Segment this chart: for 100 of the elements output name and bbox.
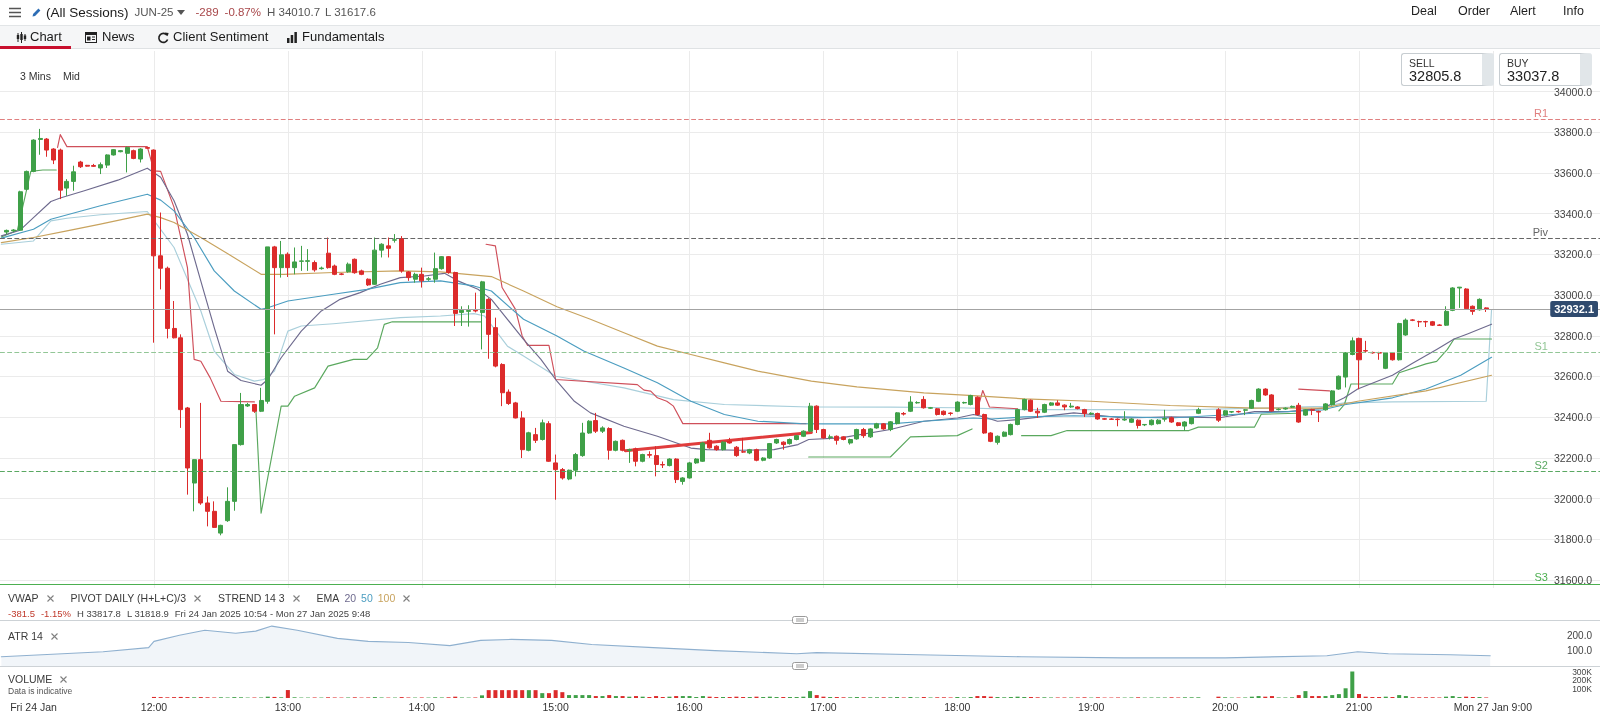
text: VOLUME <box>8 673 53 685</box>
candlestick <box>834 434 839 446</box>
candlestick <box>901 411 906 417</box>
candlestick <box>493 317 498 368</box>
chart-subtitle: JUN-25 <box>134 6 174 18</box>
candlestick <box>205 495 210 527</box>
x-tick-label: 17:00 <box>810 700 837 713</box>
candlestick <box>158 212 163 290</box>
bar <box>553 690 558 698</box>
candlestick <box>1162 409 1167 423</box>
x-tick-label: 12:00 <box>140 700 168 713</box>
candlestick <box>486 297 491 360</box>
candlestick <box>1015 408 1020 426</box>
candlestick <box>64 178 69 197</box>
x-tick-label: 13:00 <box>274 700 302 713</box>
bar <box>1343 688 1348 698</box>
candlestick <box>787 437 792 446</box>
candlestick <box>620 439 625 452</box>
candlestick <box>1069 402 1074 409</box>
candlestick <box>680 476 685 486</box>
candlestick <box>1082 408 1087 418</box>
candlestick <box>1243 408 1248 416</box>
text: -381.5 <box>8 607 35 619</box>
candlestick <box>533 427 538 444</box>
bar <box>808 691 813 698</box>
bar <box>1330 695 1335 698</box>
ref-line-label: 32932.1 <box>1554 302 1594 315</box>
candlestick <box>71 165 76 192</box>
candlestick <box>647 450 652 459</box>
candlestick <box>192 458 197 512</box>
candlestick <box>285 251 290 278</box>
y-tick-label: 34000.0 <box>1554 85 1593 98</box>
candlestick <box>1457 286 1462 309</box>
candlestick <box>198 402 203 506</box>
candlestick <box>1477 297 1482 312</box>
candlestick <box>714 444 719 452</box>
y-tick-label: 300K <box>1572 666 1593 677</box>
x-tick-label: 21:00 <box>1345 700 1373 713</box>
candlestick <box>888 420 893 432</box>
candlestick <box>1343 351 1348 388</box>
candlestick <box>1129 417 1134 424</box>
candlestick <box>928 406 933 410</box>
y-tick-label: 32000.0 <box>1554 492 1593 505</box>
annotation: 3 Mins <box>20 70 51 82</box>
candlestick <box>1330 389 1335 407</box>
candlestick <box>466 304 471 328</box>
bar <box>587 695 592 698</box>
candlestick <box>881 422 886 431</box>
candlestick <box>58 148 63 200</box>
candlestick <box>1035 407 1040 419</box>
candlestick <box>1189 416 1194 425</box>
text: H 33817.8 <box>77 607 121 619</box>
text: News <box>102 29 135 44</box>
candlestick <box>4 229 9 235</box>
bar <box>580 695 585 698</box>
line-series <box>0 167 1493 451</box>
text: H 34010.7 <box>266 6 321 18</box>
bar <box>506 690 511 698</box>
candlestick <box>587 419 592 435</box>
candlestick <box>1169 416 1174 424</box>
candlestick <box>453 271 458 327</box>
text: L 31818.9 <box>126 607 169 619</box>
candlestick <box>1055 399 1060 407</box>
candlestick <box>1410 318 1415 322</box>
text: 100 <box>377 592 396 604</box>
bar <box>546 693 551 698</box>
annotation: Mid <box>63 70 80 82</box>
bar <box>573 695 578 698</box>
candlestick <box>480 280 485 350</box>
text: -289 <box>195 6 219 18</box>
candlestick <box>98 161 103 175</box>
y-tick-label: 31600.0 <box>1554 573 1593 586</box>
candlestick <box>721 440 726 451</box>
candlestick <box>165 266 170 339</box>
candlestick <box>841 435 846 441</box>
candlestick <box>1182 420 1187 432</box>
x-tick-label: 18:00 <box>944 700 971 713</box>
bar <box>500 690 505 698</box>
candlestick <box>828 434 833 441</box>
candlestick <box>667 457 672 467</box>
chart-title: (All Sessions) <box>46 4 129 20</box>
y-tick-label: 100K <box>1572 684 1593 695</box>
candlestick <box>1075 405 1080 410</box>
candlestick <box>1089 411 1094 416</box>
y-tick-label: 33000.0 <box>1554 289 1593 302</box>
candlestick <box>1042 403 1047 414</box>
bar <box>560 692 565 698</box>
candlestick <box>359 269 364 276</box>
candlestick <box>948 411 953 417</box>
candlestick <box>1316 410 1321 423</box>
candlestick <box>212 500 217 529</box>
candlestick <box>446 255 451 275</box>
y-tick-label: 32400.0 <box>1554 411 1593 424</box>
candlestick <box>975 395 980 417</box>
candlestick <box>1028 398 1033 413</box>
candlestick <box>741 437 746 454</box>
candlestick <box>413 272 418 284</box>
candlestick <box>1390 351 1395 362</box>
candlestick <box>774 438 779 445</box>
x-tick-label: Mon 27 Jan 9:00 <box>1453 700 1533 713</box>
